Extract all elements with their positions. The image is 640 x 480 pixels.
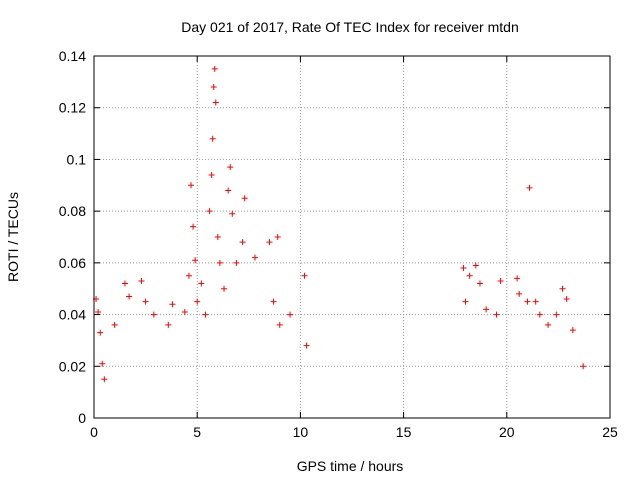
data-point: [212, 99, 219, 106]
y-tick-label: 0.14: [59, 48, 86, 64]
data-point: [526, 184, 533, 191]
data-point: [466, 272, 473, 279]
data-point: [476, 280, 483, 287]
data-point: [111, 321, 118, 328]
data-points: [93, 65, 587, 383]
data-point: [569, 327, 576, 334]
data-point: [165, 321, 172, 328]
x-tick-label: 15: [396, 424, 412, 440]
data-point: [553, 311, 560, 318]
data-point: [483, 306, 490, 313]
data-point: [266, 239, 273, 246]
data-point: [150, 311, 157, 318]
x-axis-label: GPS time / hours: [297, 458, 404, 474]
data-point: [169, 301, 176, 308]
data-point: [514, 275, 521, 282]
x-tick-label: 25: [602, 424, 618, 440]
data-point: [251, 254, 258, 261]
data-point: [274, 234, 281, 240]
data-point: [225, 187, 232, 194]
y-tick-label: 0.06: [59, 255, 86, 271]
data-point: [216, 259, 223, 266]
data-point: [198, 280, 205, 287]
data-point: [532, 298, 539, 305]
y-tick-label: 0.04: [59, 307, 86, 323]
data-point: [185, 272, 192, 279]
data-point: [497, 277, 504, 284]
data-point: [99, 360, 106, 367]
data-point: [229, 210, 236, 217]
data-point: [287, 311, 294, 318]
y-axis-label: ROTI / TECUs: [5, 192, 21, 282]
data-point: [270, 298, 277, 305]
data-point: [221, 285, 228, 292]
data-point: [101, 376, 108, 383]
x-tick-label: 20: [499, 424, 515, 440]
data-point: [206, 208, 213, 215]
plot-frame: [93, 55, 611, 419]
data-point: [580, 363, 587, 370]
data-point: [194, 298, 201, 305]
data-point: [493, 311, 500, 318]
data-point: [211, 65, 218, 72]
data-point: [462, 298, 469, 305]
data-point: [545, 321, 552, 328]
data-point: [181, 308, 188, 315]
data-point: [188, 182, 195, 189]
data-point: [138, 277, 145, 284]
y-tick-label: 0: [78, 410, 86, 426]
data-point: [524, 298, 531, 305]
data-point: [460, 265, 467, 272]
x-tick-label: 10: [293, 424, 309, 440]
data-point: [97, 329, 104, 336]
data-point: [190, 223, 197, 230]
chart-title: Day 021 of 2017, Rate Of TEC Index for r…: [181, 19, 518, 35]
data-point: [192, 257, 199, 264]
data-point: [239, 239, 246, 246]
data-point: [233, 259, 240, 266]
data-point: [126, 293, 133, 300]
data-point: [241, 195, 248, 202]
data-point: [516, 290, 523, 297]
data-point: [142, 298, 149, 305]
data-point: [210, 84, 217, 91]
data-point: [209, 135, 216, 142]
y-tick-label: 0.1: [67, 151, 87, 167]
data-point: [208, 171, 215, 178]
data-point: [303, 342, 310, 349]
data-point: [95, 308, 102, 315]
data-point: [276, 321, 283, 328]
data-point: [563, 296, 570, 303]
data-point: [202, 311, 209, 318]
data-point: [227, 164, 234, 171]
x-tick-label: 0: [90, 424, 98, 440]
y-tick-label: 0.12: [59, 100, 86, 116]
y-tick-label: 0.08: [59, 203, 86, 219]
data-point: [559, 285, 566, 292]
data-point: [472, 262, 479, 269]
x-tick-label: 5: [193, 424, 201, 440]
axis-ticks: 0 5 10 15 20 25 0 0.02 0.04 0.06 0.08 0.1 0.12 0.14: [59, 48, 618, 440]
data-point: [214, 234, 221, 240]
data-point: [121, 280, 128, 287]
grid-lines: [94, 56, 610, 418]
data-point: [301, 272, 308, 279]
data-point: [536, 311, 543, 318]
y-tick-label: 0.02: [59, 358, 86, 374]
